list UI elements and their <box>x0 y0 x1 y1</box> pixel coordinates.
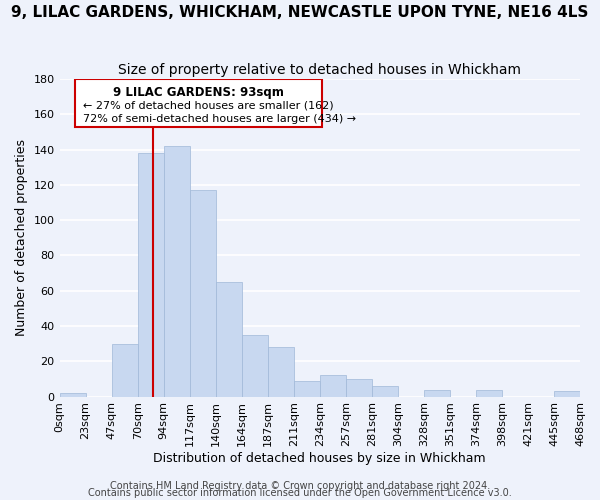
Bar <box>59 393 86 396</box>
Y-axis label: Number of detached properties: Number of detached properties <box>15 140 28 336</box>
Bar <box>268 347 294 397</box>
Text: 9 LILAC GARDENS: 93sqm: 9 LILAC GARDENS: 93sqm <box>113 86 284 99</box>
Bar <box>190 190 215 396</box>
Bar <box>164 146 190 397</box>
Bar <box>137 153 164 396</box>
Bar <box>372 386 398 396</box>
Text: ← 27% of detached houses are smaller (162): ← 27% of detached houses are smaller (16… <box>83 100 334 110</box>
Text: 72% of semi-detached houses are larger (434) →: 72% of semi-detached houses are larger (… <box>83 114 356 124</box>
Title: Size of property relative to detached houses in Whickham: Size of property relative to detached ho… <box>118 62 521 76</box>
Bar <box>112 344 137 396</box>
Bar <box>554 392 580 396</box>
Bar <box>476 390 502 396</box>
FancyBboxPatch shape <box>75 79 322 126</box>
Bar <box>424 390 450 396</box>
Text: Contains public sector information licensed under the Open Government Licence v3: Contains public sector information licen… <box>88 488 512 498</box>
Text: 9, LILAC GARDENS, WHICKHAM, NEWCASTLE UPON TYNE, NE16 4LS: 9, LILAC GARDENS, WHICKHAM, NEWCASTLE UP… <box>11 5 589 20</box>
Bar <box>346 379 372 396</box>
Bar <box>294 380 320 396</box>
Bar <box>215 282 242 397</box>
Text: Contains HM Land Registry data © Crown copyright and database right 2024.: Contains HM Land Registry data © Crown c… <box>110 481 490 491</box>
Bar <box>242 335 268 396</box>
X-axis label: Distribution of detached houses by size in Whickham: Distribution of detached houses by size … <box>154 452 486 465</box>
Bar <box>320 376 346 396</box>
